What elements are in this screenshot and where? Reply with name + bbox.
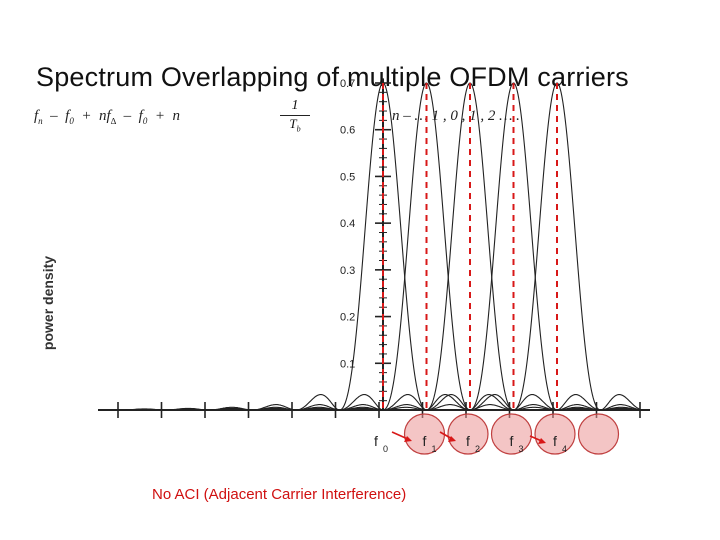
arrow-head	[404, 436, 412, 442]
carrier-curve-f3	[118, 82, 643, 411]
carrier-curve-f1	[117, 82, 643, 411]
formula-left: fn – f0 + nf∆ – f0 + n	[34, 108, 180, 126]
carrier-label-sub-f4: 4	[562, 444, 567, 454]
formula-right: n – … 1 , 0 , 1 , 2 … .	[392, 108, 520, 124]
carrier-curve-f2	[118, 82, 643, 411]
y-tick-label: 0.6	[340, 125, 355, 137]
carrier-label-sub-f2: 2	[475, 444, 480, 454]
carrier-label-f0: f	[374, 433, 378, 449]
y-tick-label: 0.1	[340, 358, 355, 370]
formula-fraction: 1 Tb	[280, 98, 310, 134]
null-marker-circle	[534, 413, 576, 455]
carrier-label-f3: f	[510, 433, 514, 449]
carrier-label-f4: f	[553, 433, 557, 449]
arrow-head	[538, 438, 546, 444]
carrier-label-sub-f3: 3	[519, 444, 524, 454]
null-marker-circle	[577, 413, 620, 455]
y-tick-label: 0.7	[340, 78, 355, 90]
carrier-label-sub-f0: 0	[383, 444, 388, 454]
carrier-label-sub-f1: 1	[432, 444, 437, 454]
slide-title: Spectrum Overlapping of multiple OFDM ca…	[36, 62, 629, 92]
arrow-head	[448, 436, 456, 442]
carrier-curve-f0	[117, 82, 642, 411]
y-tick-label: 0.4	[340, 218, 355, 230]
carrier-label-f1: f	[423, 433, 427, 449]
y-tick-label: 0.5	[340, 171, 355, 183]
null-marker-circle	[490, 413, 533, 455]
carrier-curve-f4	[118, 82, 643, 411]
null-marker-circle	[447, 413, 489, 455]
y-tick-label: 0.3	[340, 265, 355, 277]
caption-no-aci: No ACI (Adjacent Carrier Interference)	[152, 486, 407, 503]
carrier-label-f2: f	[466, 433, 470, 449]
y-tick-label: 0.2	[340, 312, 355, 324]
